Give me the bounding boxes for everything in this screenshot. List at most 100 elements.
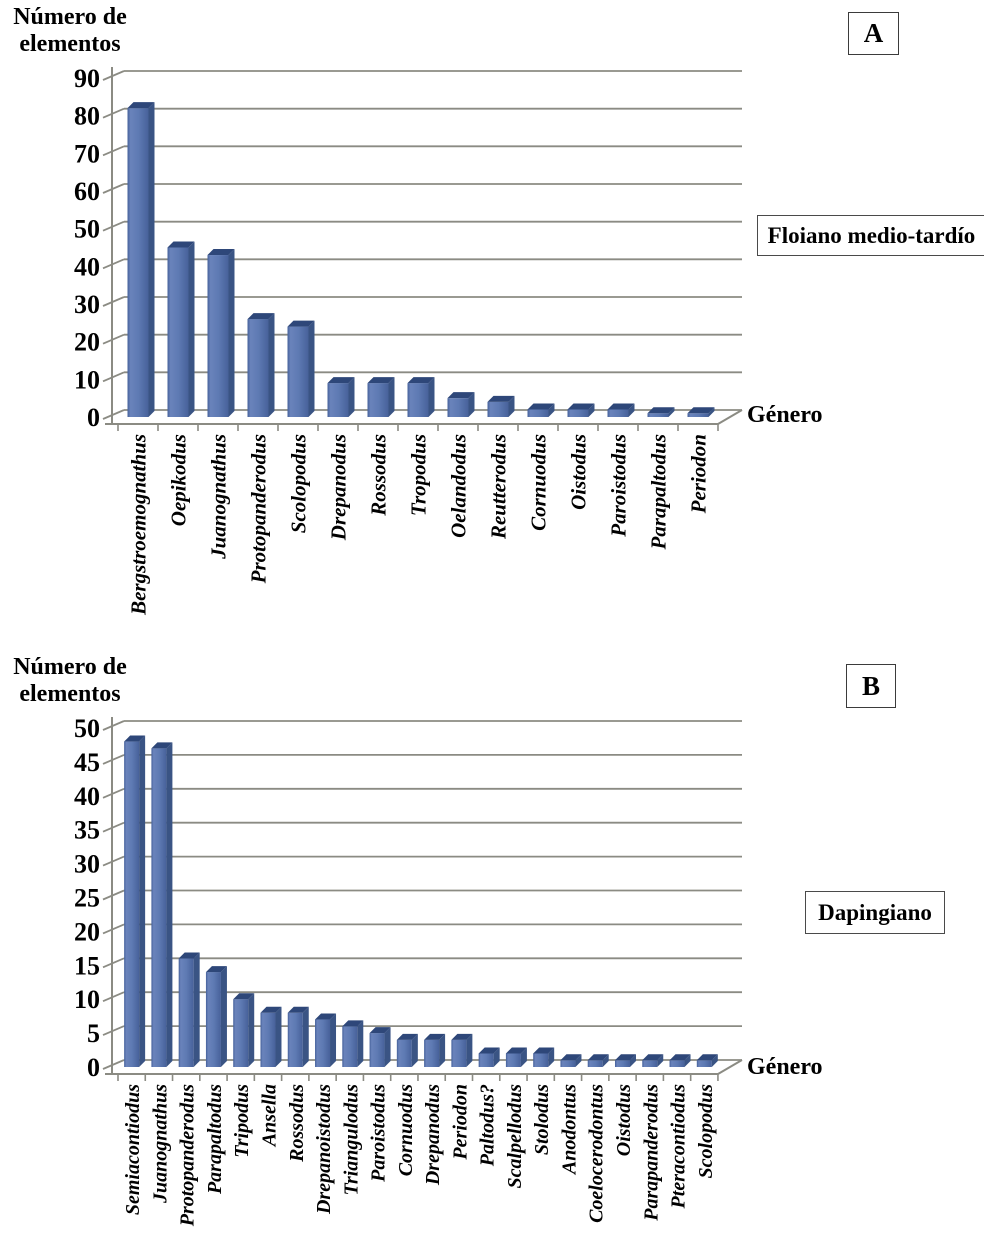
bar-side-face: [708, 407, 715, 417]
bar-Tropodus: [407, 377, 435, 417]
bar-side-face: [668, 407, 675, 417]
bar-side-face: [268, 313, 275, 417]
bar-side-face: [330, 1013, 337, 1067]
category-label-Tropodus: Tropodus: [407, 434, 431, 516]
bar-side-face: [466, 1033, 473, 1067]
bar-front-face: [614, 1060, 630, 1067]
y-tick-mark: [102, 754, 125, 765]
bar-top-face: [669, 1054, 691, 1061]
bar-side-face: [684, 1054, 691, 1067]
y-tick-mark: [102, 991, 125, 1003]
bar-Pteracontiodus: [669, 1054, 691, 1067]
stage-label-a: Floiano medio-tardío: [767, 222, 976, 248]
x-axis-title-a: Género: [747, 402, 823, 428]
bar-front-face: [247, 319, 269, 417]
bar-top-face: [396, 1033, 418, 1040]
y-tick-label: 30: [74, 850, 100, 879]
y-tick-label: 45: [74, 748, 100, 777]
y-tick-label: 10: [74, 365, 100, 394]
bar-Oistodus: [567, 403, 595, 417]
bar-Protopanderodus: [247, 313, 275, 417]
bar-top-face: [207, 249, 235, 256]
bar-top-face: [424, 1033, 446, 1040]
bar-top-face: [478, 1047, 500, 1054]
y-tick-mark: [102, 889, 125, 901]
bar-side-face: [629, 1054, 636, 1067]
category-label-Tripodus: Tripodus: [231, 1084, 253, 1158]
gridlines: 0 5 10 15 20 25 30 35 40 45 50: [74, 714, 742, 1082]
bar-Rossodus: [367, 377, 395, 417]
y-axis-title-a: Número de elementos: [0, 4, 140, 58]
bar-front-face: [178, 958, 194, 1067]
bar-top-face: [696, 1054, 718, 1061]
bar-front-face: [451, 1039, 467, 1067]
bar-front-face: [127, 108, 149, 417]
y-tick-label: 10: [74, 985, 100, 1014]
bar-Drepanodus: [327, 377, 355, 417]
bar-top-face: [407, 377, 435, 384]
y-tick-label: 20: [74, 917, 100, 946]
bar-side-face: [302, 1006, 309, 1067]
y-tick-mark: [102, 923, 125, 935]
bar-Ansella: [260, 1006, 282, 1067]
y-tick-label: 50: [74, 215, 100, 244]
bar-top-face: [614, 1054, 636, 1061]
bar-top-face: [247, 313, 275, 320]
bar-front-face: [447, 398, 469, 417]
y-tick-label: 25: [74, 884, 100, 913]
bar-Scalpellodus: [505, 1047, 527, 1067]
bar-top-face: [127, 102, 155, 109]
y-tick-label: 0: [87, 1053, 100, 1082]
bar-top-face: [342, 1020, 364, 1027]
bar-Rossodus: [287, 1006, 309, 1067]
bar-side-face: [248, 993, 255, 1067]
panel-letter-a-box: A: [848, 12, 899, 55]
category-label-Parapaltodus: Parapaltodus: [647, 434, 671, 551]
bar-side-face: [411, 1033, 418, 1067]
bar-side-face: [575, 1054, 582, 1067]
bar-front-face: [367, 383, 389, 417]
bar-Paroistodus: [369, 1027, 391, 1067]
bar-top-face: [167, 241, 195, 248]
y-tick-label: 90: [74, 64, 100, 93]
bar-front-face: [687, 413, 709, 417]
bar-side-face: [275, 1006, 282, 1067]
bar-side-face: [493, 1047, 500, 1067]
category-label-Oelandodus: Oelandodus: [447, 434, 471, 538]
bar-top-face: [487, 395, 515, 402]
bar-front-face: [287, 326, 309, 417]
bar-front-face: [647, 413, 669, 417]
bar-top-face: [587, 1054, 609, 1061]
category-label-Protopanderodus: Protopanderodus: [177, 1084, 199, 1227]
bar-top-face: [642, 1054, 664, 1061]
bar-top-face: [567, 403, 595, 410]
y-axis-title-a-line2: elementos: [19, 30, 121, 57]
bar-side-face: [711, 1054, 718, 1067]
bar-top-face: [151, 742, 173, 749]
category-label-Scolopodus: Scolopodus: [287, 434, 311, 533]
bar-Reutterodus: [487, 395, 515, 417]
bar-side-face: [588, 403, 595, 417]
bar-front-face: [478, 1053, 494, 1067]
bar-Juanognathus: [151, 742, 173, 1067]
bars: [127, 102, 715, 417]
bar-Periodon: [451, 1033, 473, 1067]
y-tick-label: 50: [74, 714, 100, 743]
category-label-Paroistodus: Paroistodus: [607, 434, 631, 538]
bar-front-face: [487, 401, 509, 417]
bar-Juanognathus: [207, 249, 235, 417]
bar-side-face: [628, 403, 635, 417]
bar-top-face: [233, 993, 255, 1000]
bar-top-face: [687, 407, 715, 414]
category-label-Paltodus?: Paltodus?: [477, 1084, 499, 1167]
bar-front-face: [260, 1012, 276, 1067]
bar-top-face: [560, 1054, 582, 1061]
y-tick-mark: [102, 371, 125, 383]
bar-front-face: [533, 1053, 549, 1067]
bar-Cornuodus: [527, 403, 555, 417]
bar-Tripodus: [233, 993, 255, 1067]
bar-top-face: [287, 1006, 309, 1013]
category-label-Rossodus: Rossodus: [367, 434, 391, 517]
y-tick-label: 35: [74, 816, 100, 845]
bar-front-face: [560, 1060, 576, 1067]
